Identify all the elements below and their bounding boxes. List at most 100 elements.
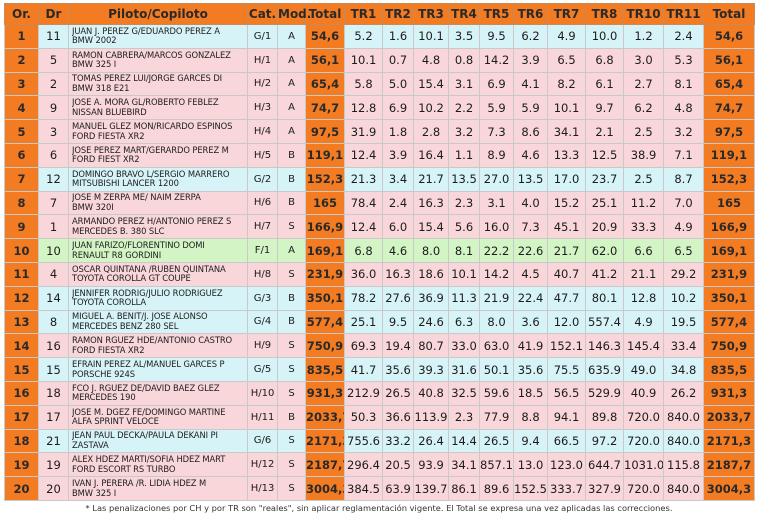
stage-time-cell: 4.9 xyxy=(663,214,704,240)
stage-time-cell: 45.1 xyxy=(547,214,586,240)
stage-time-cell: 80.7 xyxy=(413,333,449,359)
stage-time-cell: 13.3 xyxy=(547,142,586,168)
crew-cell: JOSÉ PÉREZ MART/GERARDO PÉREZ M FORD FIES… xyxy=(68,142,248,168)
total-cell: 835,5 xyxy=(305,357,345,382)
total-cell: 931,3 xyxy=(305,380,345,406)
category-cell: F/1 xyxy=(247,238,278,263)
crew-names: ALEX HDEZ MARTÍ/SOFIA HDEZ MART xyxy=(72,455,226,465)
driver-number-cell: 18 xyxy=(38,380,69,406)
stage-time-cell: 59.6 xyxy=(479,380,514,406)
driver-number-cell: 1 xyxy=(38,214,69,240)
crew-names: RAMÓN RGUEZ HDE/ANTONIO CASTRO xyxy=(72,336,233,346)
position-cell: 3 xyxy=(4,71,39,97)
crew-names: OSCAR QUINTANA /RUBÉN QUINTANA xyxy=(72,264,226,274)
stage-time-cell: 6.2 xyxy=(623,95,664,121)
car-model: BMW 2002 xyxy=(72,36,117,46)
driver-number-cell: 6 xyxy=(38,142,69,168)
stage-time-cell: 2.3 xyxy=(448,190,480,216)
category-cell: H/7 xyxy=(247,214,278,240)
stage-time-cell: 8.8 xyxy=(513,404,548,430)
position-cell: 6 xyxy=(4,142,39,168)
stage-time-cell: 21.3 xyxy=(344,166,383,192)
position-cell: 1 xyxy=(4,24,39,49)
stage-time-cell: 8.1 xyxy=(663,71,704,97)
crew-cell: JOSÉ M ZERPA ME/ NAIM ZERPA BMW 320I xyxy=(68,190,248,216)
final-total-cell: 74,7 xyxy=(703,95,755,121)
stage-time-cell: 33.4 xyxy=(663,333,704,359)
final-total-cell: 931,3 xyxy=(703,380,755,406)
stage-time-cell: 33.3 xyxy=(623,214,664,240)
stage-time-cell: 32.5 xyxy=(448,380,480,406)
stage-time-cell: 9.5 xyxy=(479,24,514,49)
stage-time-cell: 2.7 xyxy=(623,71,664,97)
stage-time-cell: 11.3 xyxy=(448,285,480,311)
crew-cell: ÉFRAIN PÉREZ ÁL/MANUEL GARCÉS P PORSCHE 9… xyxy=(68,357,248,382)
stage-time-cell: 26.5 xyxy=(479,428,514,454)
stage-time-cell: 63.0 xyxy=(479,333,514,359)
final-total-cell: 2171,3 xyxy=(703,428,755,454)
stage-time-cell: 7.3 xyxy=(513,214,548,240)
stage-time-cell: 2.2 xyxy=(448,95,480,121)
crew-names: JUAN FARIZO/FLORENTINO DOMI xyxy=(72,240,205,250)
crew-cell: RAMÓN CABRERA/MARCOS GONZÁLEZ BMW 325 I xyxy=(68,47,248,73)
stage-time-cell: 40.8 xyxy=(413,380,449,406)
column-header: TR5 xyxy=(479,3,514,25)
final-total-cell: 231,9 xyxy=(703,261,755,287)
stage-time-cell: 755.6 xyxy=(344,428,383,454)
stage-time-cell: 40.9 xyxy=(623,380,664,406)
car-model: BMW 325 I xyxy=(72,60,117,70)
stage-time-cell: 9.5 xyxy=(382,309,414,335)
crew-cell: DOMINGO BRAVO L/SERGIO MARRERO MITSUBISHI… xyxy=(68,166,248,192)
crew-cell: JENNIFER RODRÍG/JULIO RODRÍGUEZ TOYOTA CO… xyxy=(68,285,248,311)
stage-time-cell: 36.6 xyxy=(382,404,414,430)
stage-time-cell: 40.7 xyxy=(547,261,586,287)
stage-time-cell: 14.2 xyxy=(479,261,514,287)
crew-names: JENNIFER RODRÍG/JULIO RODRÍGUEZ xyxy=(72,288,223,298)
car-model: MERCEDES 190 xyxy=(72,393,136,403)
stage-time-cell: 62.0 xyxy=(585,238,624,263)
stage-time-cell: 20.5 xyxy=(382,452,414,478)
stage-time-cell: 327.9 xyxy=(585,476,624,501)
category-cell: H/3 xyxy=(247,95,278,121)
position-cell: 14 xyxy=(4,333,39,359)
stage-time-cell: 80.1 xyxy=(585,285,624,311)
stage-time-cell: 2.1 xyxy=(585,119,624,144)
stage-time-cell: 644.7 xyxy=(585,452,624,478)
mode-cell: S xyxy=(277,261,306,287)
table-row: 10 10 JUAN FARIZO/FLORENTINO DOMI RENAULT R… xyxy=(4,238,755,263)
stage-time-cell: 10.1 xyxy=(344,47,383,73)
car-model: FORD FIESTA XR2 xyxy=(72,345,145,355)
stage-time-cell: 36.9 xyxy=(413,285,449,311)
stage-time-cell: 47.7 xyxy=(547,285,586,311)
stage-time-cell: 7.3 xyxy=(479,119,514,144)
crew-cell: JEAN PAUL DECKA/PAULA DEKANI PI ZASTAVA xyxy=(68,428,248,454)
stage-time-cell: 4.6 xyxy=(382,238,414,263)
driver-number-cell: 14 xyxy=(38,285,69,311)
stage-time-cell: 26.2 xyxy=(663,380,704,406)
stage-time-cell: 6.6 xyxy=(623,238,664,263)
stage-time-cell: 14.2 xyxy=(479,47,514,73)
driver-number-cell: 2 xyxy=(38,71,69,97)
total-cell: 165 xyxy=(305,190,345,216)
stage-time-cell: 840.0 xyxy=(663,476,704,501)
stage-time-cell: 4.8 xyxy=(413,47,449,73)
stage-time-cell: 139.7 xyxy=(413,476,449,501)
stage-time-cell: 12.4 xyxy=(344,142,383,168)
category-cell: H/5 xyxy=(247,142,278,168)
total-cell: 97,5 xyxy=(305,119,345,144)
position-cell: 17 xyxy=(4,404,39,430)
stage-time-cell: 20.9 xyxy=(585,214,624,240)
crew-names: DOMINGO BRAVO L/SERGIO MARRERO xyxy=(72,169,230,179)
stage-time-cell: 5.9 xyxy=(479,95,514,121)
crew-names: RAMÓN CABRERA/MARCOS GONZÁLEZ xyxy=(72,50,231,60)
stage-time-cell: 333.7 xyxy=(547,476,586,501)
stage-time-cell: 17.0 xyxy=(547,166,586,192)
mode-cell: S xyxy=(277,428,306,454)
stage-time-cell: 16.3 xyxy=(382,261,414,287)
stage-time-cell: 77.9 xyxy=(479,404,514,430)
stage-time-cell: 35.6 xyxy=(513,357,548,382)
stage-time-cell: 21.1 xyxy=(623,261,664,287)
car-model: BMW 325 I xyxy=(72,488,117,498)
mode-cell: S xyxy=(277,357,306,382)
total-cell: 577,4 xyxy=(305,309,345,335)
